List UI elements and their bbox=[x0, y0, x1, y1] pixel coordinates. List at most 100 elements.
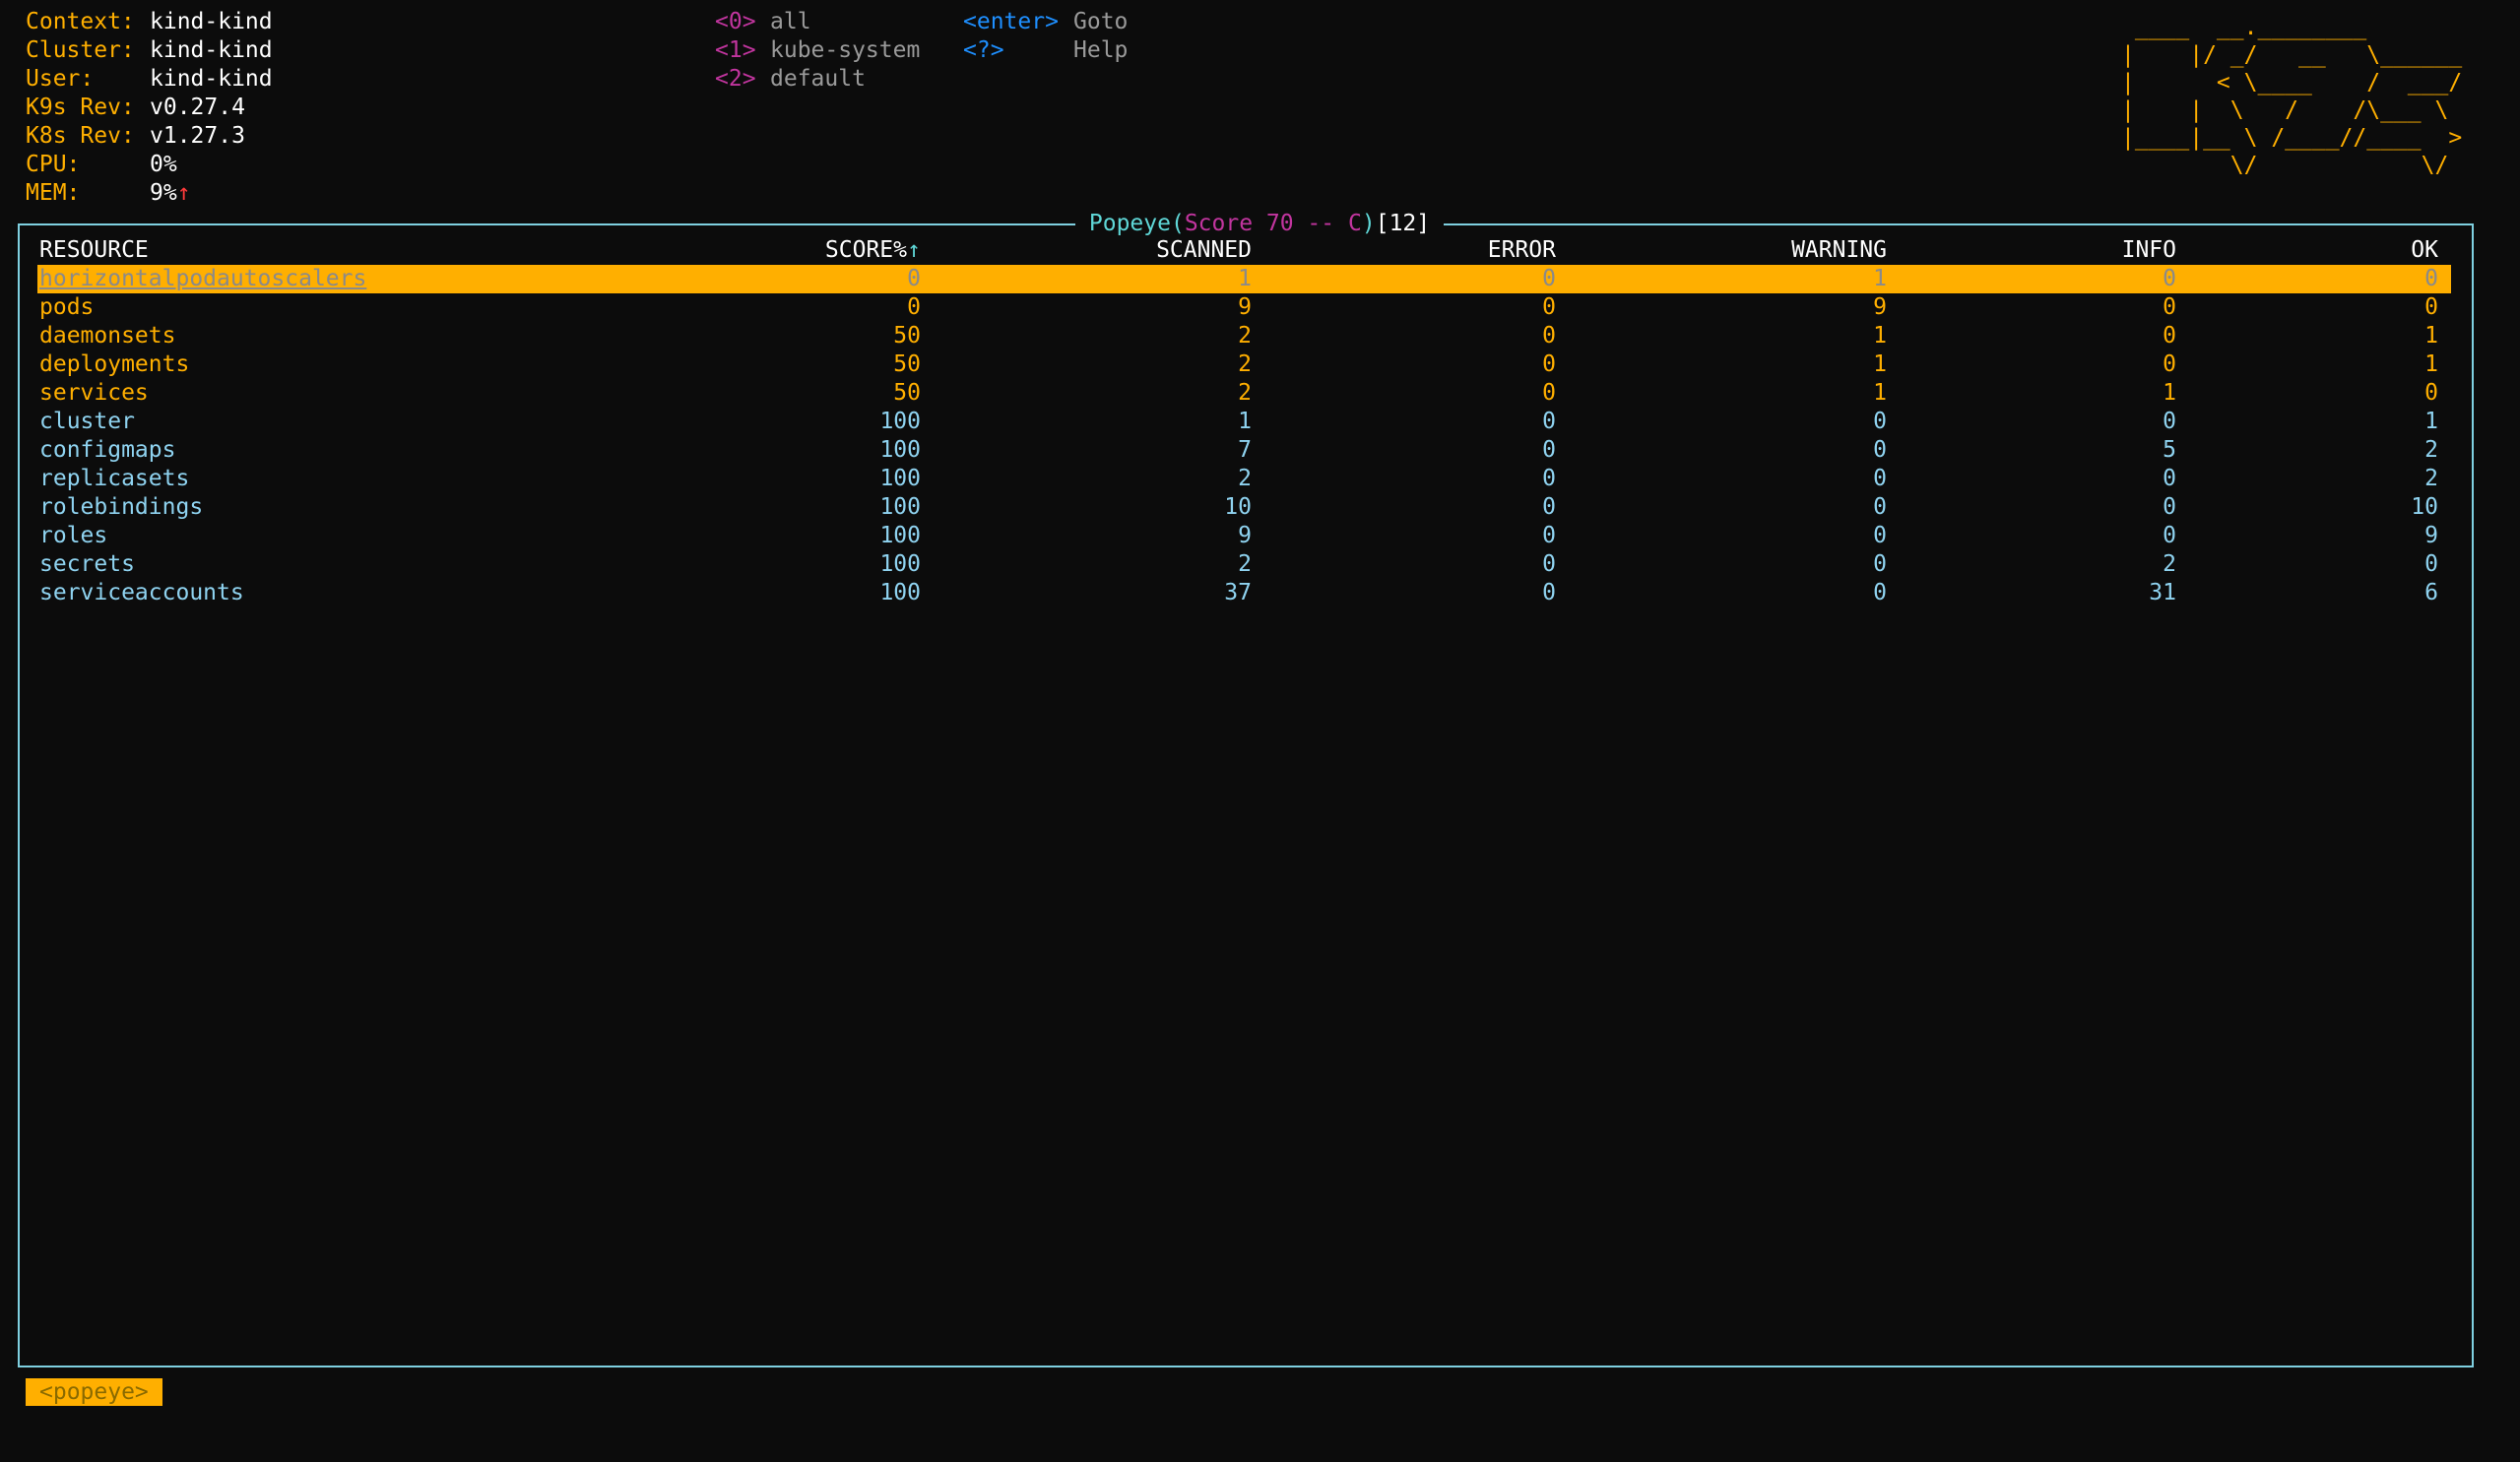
logo-line: \/ \/ bbox=[2121, 153, 2463, 178]
namespace-key[interactable]: <2> bbox=[715, 66, 756, 92]
table-cell[interactable]: 100 bbox=[879, 551, 921, 577]
table-cell[interactable]: 2 bbox=[2424, 437, 2438, 463]
table-cell[interactable]: horizontalpodautoscalers bbox=[39, 266, 367, 291]
table-cell[interactable]: 0 bbox=[1873, 409, 1887, 434]
table-title-title: Popeye( bbox=[1088, 211, 1185, 236]
table-cell[interactable]: services bbox=[39, 380, 149, 406]
table-cell[interactable]: 0 bbox=[1542, 351, 1556, 377]
table-cell[interactable]: 9 bbox=[1873, 294, 1887, 320]
table-cell[interactable]: 9 bbox=[1238, 523, 1252, 548]
table-cell[interactable]: 10 bbox=[1224, 494, 1252, 520]
table-cell[interactable]: 2 bbox=[1238, 466, 1252, 491]
table-cell[interactable]: 0 bbox=[1542, 494, 1556, 520]
table-cell[interactable]: 1 bbox=[1873, 266, 1887, 291]
column-header[interactable]: SCORE% bbox=[824, 237, 907, 263]
table-cell[interactable]: 1 bbox=[2424, 409, 2438, 434]
table-cell[interactable]: 1 bbox=[1238, 266, 1252, 291]
table-cell[interactable]: 100 bbox=[879, 580, 921, 605]
table-cell[interactable]: configmaps bbox=[39, 437, 176, 463]
table-cell[interactable]: cluster bbox=[39, 409, 135, 434]
column-header[interactable]: ERROR bbox=[1487, 237, 1556, 263]
table-cell[interactable]: 0 bbox=[1542, 551, 1556, 577]
table-cell[interactable]: pods bbox=[39, 294, 95, 320]
table-cell[interactable]: 0 bbox=[2424, 294, 2438, 320]
table-cell[interactable]: 1 bbox=[2424, 351, 2438, 377]
table-cell[interactable]: 0 bbox=[1542, 437, 1556, 463]
table-cell[interactable]: 0 bbox=[2163, 409, 2176, 434]
table-cell[interactable]: 0 bbox=[2163, 523, 2176, 548]
namespace-key[interactable]: <0> bbox=[715, 9, 756, 34]
column-header[interactable]: WARNING bbox=[1791, 237, 1887, 263]
table-cell[interactable]: 50 bbox=[893, 380, 921, 406]
table-cell[interactable]: 0 bbox=[1542, 323, 1556, 349]
column-header[interactable]: SCANNED bbox=[1156, 237, 1252, 263]
table-cell[interactable]: 1 bbox=[2424, 323, 2438, 349]
table-cell[interactable]: serviceaccounts bbox=[39, 580, 244, 605]
table-cell[interactable]: 9 bbox=[2424, 523, 2438, 548]
table-cell[interactable]: deployments bbox=[39, 351, 190, 377]
table-cell[interactable]: 0 bbox=[2424, 551, 2438, 577]
table-cell[interactable]: 0 bbox=[1542, 466, 1556, 491]
table-cell[interactable]: 0 bbox=[1873, 437, 1887, 463]
table-cell[interactable]: 6 bbox=[2424, 580, 2438, 605]
namespace-key[interactable]: <1> bbox=[715, 37, 756, 63]
table-cell[interactable]: 0 bbox=[1542, 294, 1556, 320]
column-header[interactable]: INFO bbox=[2121, 237, 2176, 263]
table-cell[interactable]: 0 bbox=[1542, 380, 1556, 406]
table-cell[interactable]: 1 bbox=[1238, 409, 1252, 434]
column-header[interactable]: RESOURCE bbox=[39, 237, 149, 263]
table-cell[interactable]: roles bbox=[39, 523, 108, 548]
table-cell[interactable]: 2 bbox=[2424, 466, 2438, 491]
table-cell[interactable]: 0 bbox=[2163, 351, 2176, 377]
table-cell[interactable]: rolebindings bbox=[39, 494, 204, 520]
table-cell[interactable]: 50 bbox=[893, 351, 921, 377]
table-cell[interactable]: 10 bbox=[2411, 494, 2438, 520]
table-cell[interactable]: 2 bbox=[1238, 351, 1252, 377]
table-cell[interactable]: 0 bbox=[2424, 266, 2438, 291]
table-cell[interactable]: 0 bbox=[2424, 380, 2438, 406]
table-cell[interactable]: 1 bbox=[1873, 323, 1887, 349]
table-cell[interactable]: 0 bbox=[1873, 466, 1887, 491]
table-cell[interactable]: 0 bbox=[1873, 494, 1887, 520]
namespace-name[interactable]: all bbox=[770, 9, 811, 34]
table-cell[interactable]: 50 bbox=[893, 323, 921, 349]
table-cell[interactable]: 100 bbox=[879, 466, 921, 491]
table-cell[interactable]: 1 bbox=[2163, 380, 2176, 406]
table-cell[interactable]: 5 bbox=[2163, 437, 2176, 463]
table-cell[interactable]: 0 bbox=[1873, 551, 1887, 577]
table-cell[interactable]: 0 bbox=[1873, 580, 1887, 605]
table-cell[interactable]: 9 bbox=[1238, 294, 1252, 320]
table-cell[interactable]: 2 bbox=[2163, 551, 2176, 577]
namespace-name[interactable]: default bbox=[770, 66, 866, 92]
table-cell[interactable]: secrets bbox=[39, 551, 135, 577]
column-header[interactable]: OK bbox=[2411, 237, 2438, 263]
table-cell[interactable]: 0 bbox=[1542, 580, 1556, 605]
table-cell[interactable]: 0 bbox=[2163, 494, 2176, 520]
table-cell[interactable]: 100 bbox=[879, 437, 921, 463]
table-cell[interactable]: 100 bbox=[879, 409, 921, 434]
table-cell[interactable]: 0 bbox=[1542, 409, 1556, 434]
table-cell[interactable]: 1 bbox=[1873, 351, 1887, 377]
selected-row[interactable] bbox=[37, 265, 2451, 293]
table-cell[interactable]: 2 bbox=[1238, 551, 1252, 577]
table-cell[interactable]: 100 bbox=[879, 523, 921, 548]
table-cell[interactable]: 2 bbox=[1238, 323, 1252, 349]
table-cell[interactable]: 0 bbox=[907, 294, 921, 320]
table-cell[interactable]: 0 bbox=[1542, 266, 1556, 291]
table-cell[interactable]: 0 bbox=[2163, 266, 2176, 291]
table-cell[interactable]: 1 bbox=[1873, 380, 1887, 406]
table-cell[interactable]: 0 bbox=[907, 266, 921, 291]
table-cell[interactable]: 0 bbox=[1542, 523, 1556, 548]
table-cell[interactable]: 31 bbox=[2149, 580, 2176, 605]
table-cell[interactable]: 7 bbox=[1238, 437, 1252, 463]
table-cell[interactable]: 2 bbox=[1238, 380, 1252, 406]
table-cell[interactable]: 0 bbox=[1873, 523, 1887, 548]
table-cell[interactable]: 37 bbox=[1224, 580, 1252, 605]
table-cell[interactable]: 0 bbox=[2163, 294, 2176, 320]
table-cell[interactable]: 100 bbox=[879, 494, 921, 520]
table-cell[interactable]: 0 bbox=[2163, 466, 2176, 491]
table-cell[interactable]: 0 bbox=[2163, 323, 2176, 349]
table-cell[interactable]: daemonsets bbox=[39, 323, 176, 349]
table-cell[interactable]: replicasets bbox=[39, 466, 190, 491]
namespace-name[interactable]: kube-system bbox=[770, 37, 921, 63]
